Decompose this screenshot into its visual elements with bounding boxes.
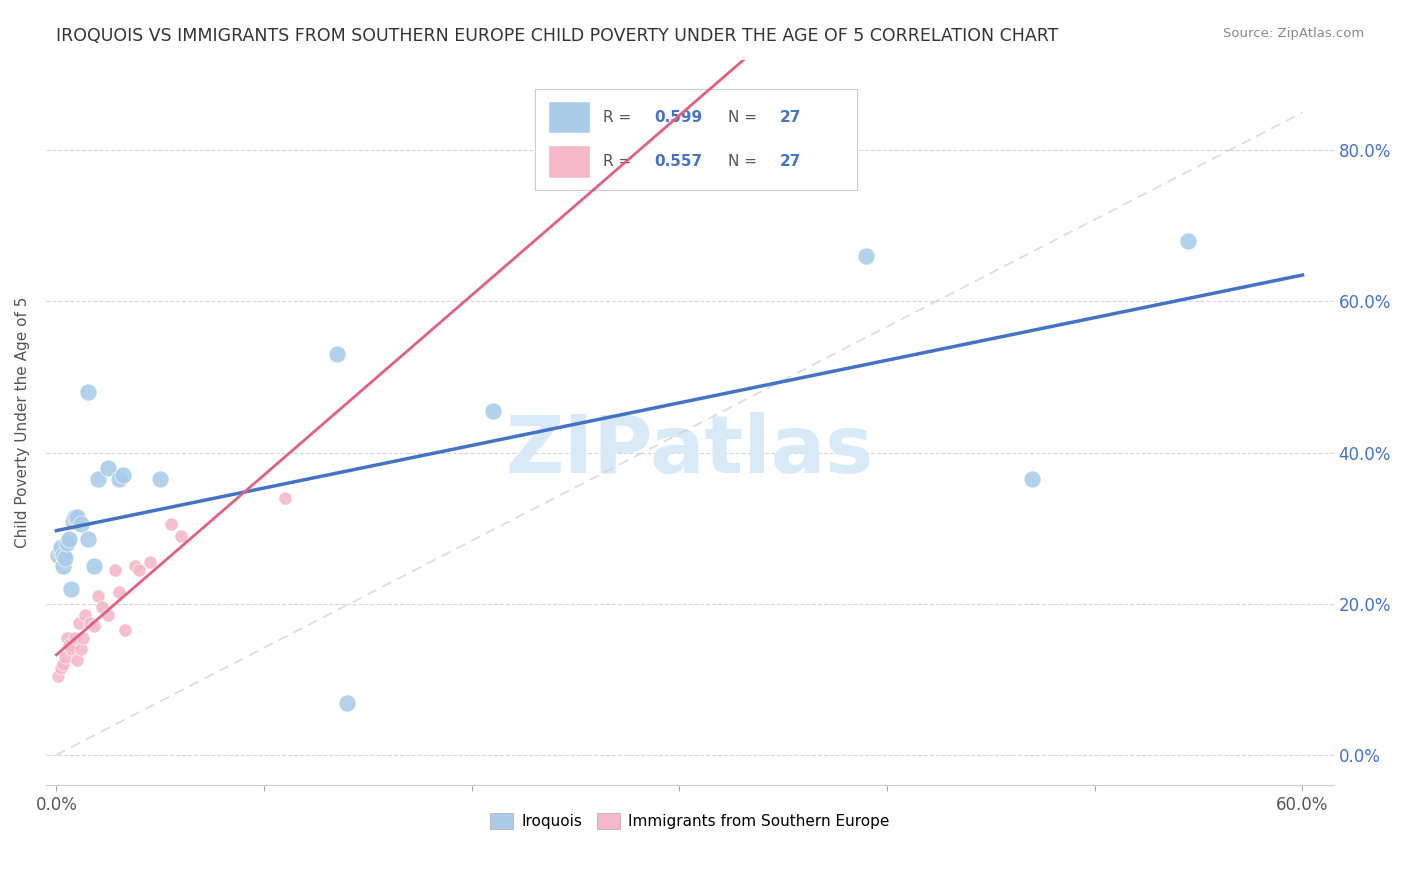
Point (52, 548, 75, 562)
Text: ZIPatlas: ZIPatlas (506, 412, 875, 491)
Point (63, 631, 86, 645)
Point (114, 623, 136, 637)
Point (59, 582, 82, 596)
Point (124, 558, 146, 573)
Point (53, 649, 76, 664)
Point (1177, 234, 1199, 248)
Point (49, 661, 72, 675)
Y-axis label: Child Poverty Under the Age of 5: Child Poverty Under the Age of 5 (15, 297, 30, 548)
Point (79, 615, 101, 630)
Point (55, 536, 77, 550)
Point (63, 509, 86, 524)
Point (91, 600, 114, 615)
Point (107, 472, 129, 486)
Point (274, 491, 297, 505)
Point (149, 472, 172, 486)
Point (55, 631, 77, 645)
Point (97, 460, 120, 475)
Point (170, 529, 193, 543)
Point (855, 249, 877, 263)
Point (128, 563, 150, 577)
Point (83, 619, 105, 633)
Point (58, 638, 80, 652)
Point (58, 533, 80, 547)
Point (111, 468, 134, 483)
Point (52, 558, 75, 573)
Point (49, 544, 72, 558)
Point (48, 548, 70, 562)
Text: IROQUOIS VS IMMIGRANTS FROM SOUTHERN EUROPE CHILD POVERTY UNDER THE AGE OF 5 COR: IROQUOIS VS IMMIGRANTS FROM SOUTHERN EUR… (56, 27, 1059, 45)
Point (49, 540, 72, 554)
Point (87, 589, 110, 603)
Point (103, 563, 125, 577)
Point (481, 404, 503, 418)
Text: Source: ZipAtlas.com: Source: ZipAtlas.com (1223, 27, 1364, 40)
Point (1021, 472, 1043, 486)
Point (107, 585, 129, 599)
Point (87, 472, 110, 486)
Point (159, 517, 181, 532)
Point (66, 653, 89, 667)
Point (67, 615, 90, 630)
Point (70, 517, 93, 532)
Point (48, 668, 70, 682)
Point (336, 697, 359, 711)
Point (325, 347, 347, 361)
Point (53, 551, 76, 566)
Legend: Iroquois, Immigrants from Southern Europe: Iroquois, Immigrants from Southern Europ… (485, 807, 896, 836)
Point (76, 533, 98, 547)
Point (97, 608, 120, 623)
Point (83, 558, 105, 573)
Point (76, 385, 98, 400)
Point (59, 642, 82, 657)
Point (62, 514, 84, 528)
Point (66, 509, 89, 524)
Point (75, 608, 97, 623)
Point (72, 631, 94, 645)
Point (70, 642, 93, 657)
Point (139, 555, 162, 569)
Point (52, 657, 75, 672)
